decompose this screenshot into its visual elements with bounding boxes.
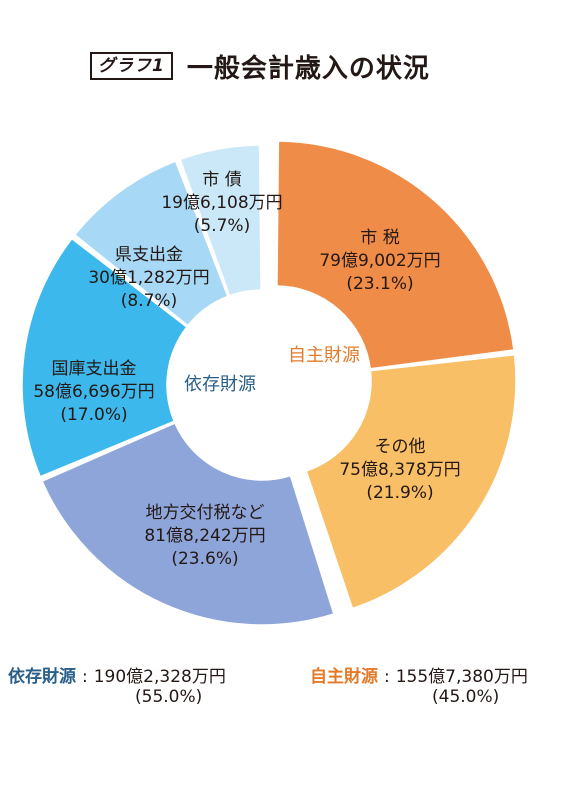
pie-slice [305,353,517,610]
pie-slice [21,237,188,478]
slice-amount-label: 19億6,108万円 [161,193,282,213]
slice-amount-label: 30億1,282万円 [88,268,209,288]
summary-group-name: 依存財源 [8,667,76,687]
group-label: 依存財源 [184,374,256,395]
pie-slice [179,144,262,297]
summary-dependent: 依存財源:190億2,328万円 (55.0%) [8,667,226,707]
chart-title: 一般会計歳入の状況 [186,53,430,84]
pie-slice [276,140,515,370]
summary-percent: (55.0%) [135,687,203,707]
slice-name-label: その他 [375,437,426,457]
slice-percent-label: (23.1%) [346,274,413,294]
slice-name-label: 市 債 [202,170,241,190]
pie-slice [41,422,335,626]
slice-name-label: 県支出金 [115,245,183,265]
summary-group-name: 自主財源 [310,667,378,687]
pie-slice [73,160,229,327]
chart-badge: グラフ1 [90,52,173,80]
slice-label: 地方交付税など 81億8,242万円 (23.6%) [144,503,265,569]
slice-name-label: 地方交付税など [146,503,265,523]
summary-amount: 190億2,328万円 [93,667,226,687]
slice-percent-label: (21.9%) [366,483,433,503]
slice-amount-label: 58億6,696万円 [33,382,154,402]
slice-percent-label: (8.7%) [121,291,177,311]
slice-label: 県支出金 30億1,282万円 (8.7%) [88,245,209,311]
chart-title-row: グラフ1 一般会計歳入の状況 [90,48,430,84]
slice-amount-label: 79億9,002万円 [319,251,440,271]
summary-percent: (45.0%) [432,687,500,707]
slice-amount-label: 81億8,242万円 [144,526,265,546]
summary-own: 自主財源:155億7,380万円 (45.0%) [310,667,528,707]
slice-amount-label: 75億8,378万円 [339,460,460,480]
summary-amount: 155億7,380万円 [395,667,528,687]
slice-label: 市 税 79億9,002万円 (23.1%) [319,228,440,294]
slice-percent-label: (5.7%) [194,216,250,236]
slice-percent-label: (17.0%) [60,405,127,425]
group-label: 自主財源 [288,345,360,366]
slice-label: 国庫支出金 58億6,696万円 (17.0%) [33,359,154,425]
slice-label: その他 75億8,378万円 (21.9%) [339,437,460,503]
slice-percent-label: (23.6%) [171,549,238,569]
donut-chart: 市 税 79億9,002万円 (23.1%) その他 75億8,378万円 (21.9%)… [21,140,517,626]
slice-label: 市 債 19億6,108万円 (5.7%) [161,170,282,236]
slice-name-label: 市 税 [360,228,399,248]
slice-name-label: 国庫支出金 [52,359,137,379]
